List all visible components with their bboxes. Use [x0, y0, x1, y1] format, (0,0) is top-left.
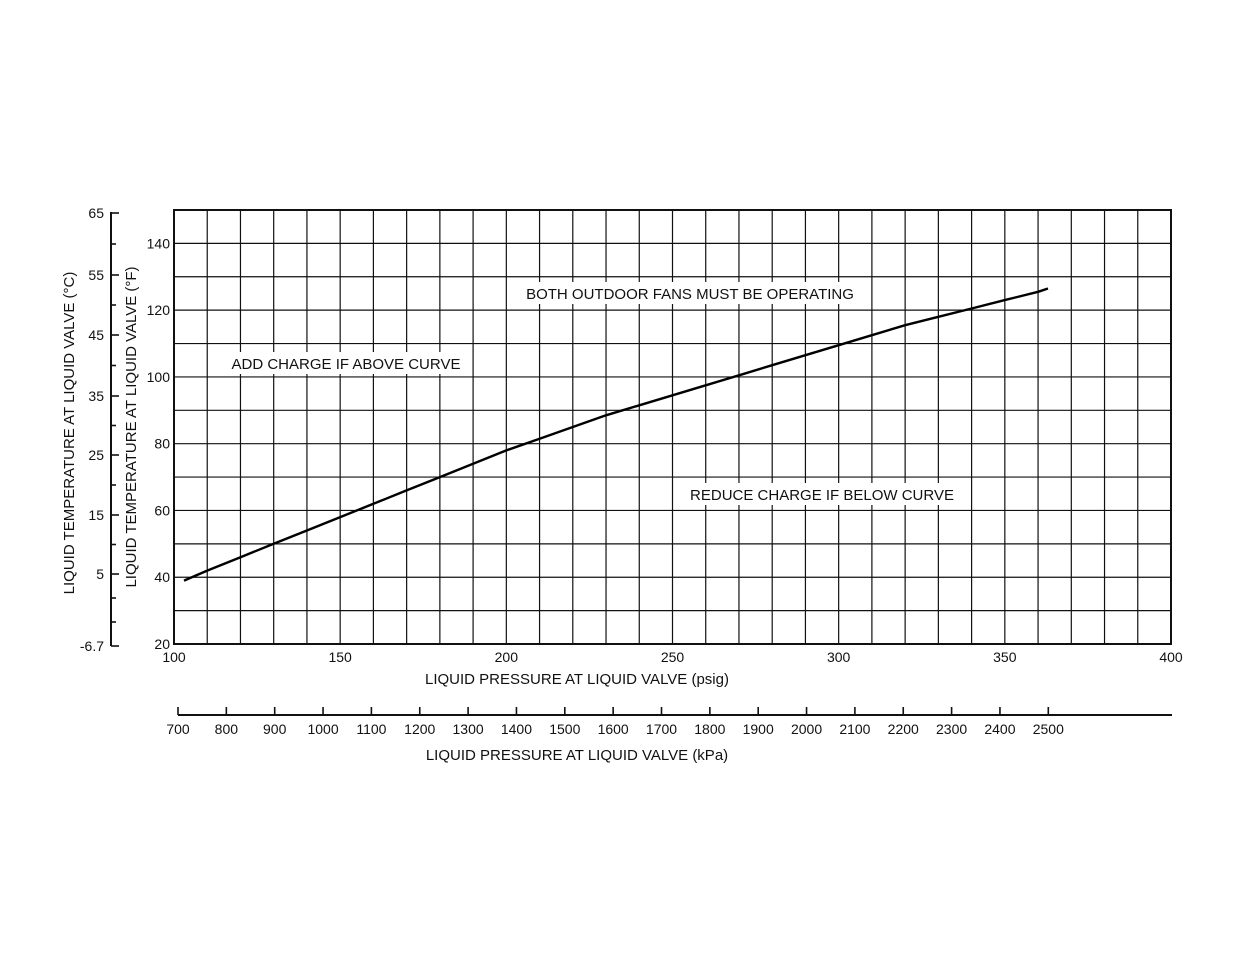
- y-axis-secondary-title: LIQUID TEMPERATURE AT LIQUID VALVE (°C): [61, 272, 78, 595]
- kpa-tick-label: 900: [263, 721, 287, 737]
- x-tick-label: 150: [328, 649, 352, 665]
- kpa-tick-label: 2200: [888, 721, 919, 737]
- x-axis-secondary-title: LIQUID PRESSURE AT LIQUID VALVE (kPa): [426, 747, 728, 764]
- celsius-tick-label: -6.7: [80, 638, 104, 654]
- annotation-backing: [226, 352, 466, 374]
- y-axis-title: LIQUID TEMPERATURE AT LIQUID VALVE (°F): [123, 266, 140, 587]
- kpa-tick-label: 1800: [694, 721, 725, 737]
- annotation-text: REDUCE CHARGE IF BELOW CURVE: [690, 487, 954, 504]
- y-tick-label: 140: [147, 235, 171, 251]
- x-tick-label: 350: [993, 649, 1017, 665]
- axis-labels: LIQUID PRESSURE AT LIQUID VALVE (psig) LI…: [61, 266, 729, 764]
- kpa-tick-label: 1600: [598, 721, 629, 737]
- series: [183, 287, 1049, 582]
- x-tick-label: 100: [162, 649, 186, 665]
- celsius-tick-label: 35: [88, 388, 104, 404]
- kpa-tick-label: 1100: [356, 721, 386, 737]
- grid: [173, 209, 1172, 645]
- x-tick-label: 400: [1159, 649, 1183, 665]
- charge-curve-line: [183, 287, 1049, 582]
- x-tick-label: 300: [827, 649, 851, 665]
- y-tick-label: 60: [154, 502, 170, 518]
- annotation-backing: [688, 483, 956, 505]
- celsius-tick-label: 55: [88, 267, 104, 283]
- kpa-tick-label: 1400: [501, 721, 532, 737]
- kpa-tick-label: 800: [215, 721, 239, 737]
- x-tick-label: 200: [495, 649, 519, 665]
- annotation-text: ADD CHARGE IF ABOVE CURVE: [232, 356, 461, 373]
- y-tick-label: 120: [147, 302, 171, 318]
- kpa-tick-label: 1500: [549, 721, 580, 737]
- x-axis-title: LIQUID PRESSURE AT LIQUID VALVE (psig): [425, 671, 729, 688]
- celsius-tick-label: 5: [96, 566, 104, 582]
- annotations: BOTH OUTDOOR FANS MUST BE OPERATING ADD C…: [226, 282, 956, 505]
- annotation-backing: [524, 282, 856, 304]
- celsius-tick-label: 25: [88, 447, 104, 463]
- kpa-tick-label: 1000: [307, 721, 338, 737]
- kpa-tick-label: 1900: [743, 721, 774, 737]
- kpa-tick-label: 1300: [453, 721, 484, 737]
- celsius-tick-label: 15: [88, 507, 104, 523]
- celsius-tick-label: 45: [88, 327, 104, 343]
- y-tick-label: 40: [154, 569, 170, 585]
- plot-frame: [173, 209, 1172, 645]
- kpa-tick-label: 2100: [839, 721, 870, 737]
- kpa-tick-label: 1700: [646, 721, 677, 737]
- x-tick-label: 250: [661, 649, 685, 665]
- kpa-tick-label: 2400: [984, 721, 1015, 737]
- kpa-tick-label: 2300: [936, 721, 967, 737]
- axes: 100 150 200 250 300 350 400 20 40 60 80 100 120 140 65…: [80, 205, 1183, 737]
- y-tick-label: 100: [147, 369, 171, 385]
- y-tick-label: 20: [154, 636, 170, 652]
- celsius-tick-label: 65: [88, 205, 104, 221]
- kpa-tick-label: 1200: [404, 721, 435, 737]
- kpa-tick-label: 700: [166, 721, 190, 737]
- kpa-tick-label: 2000: [791, 721, 822, 737]
- annotation-text: BOTH OUTDOOR FANS MUST BE OPERATING: [526, 286, 854, 303]
- y-tick-label: 80: [154, 436, 170, 452]
- kpa-tick-label: 2500: [1033, 721, 1064, 737]
